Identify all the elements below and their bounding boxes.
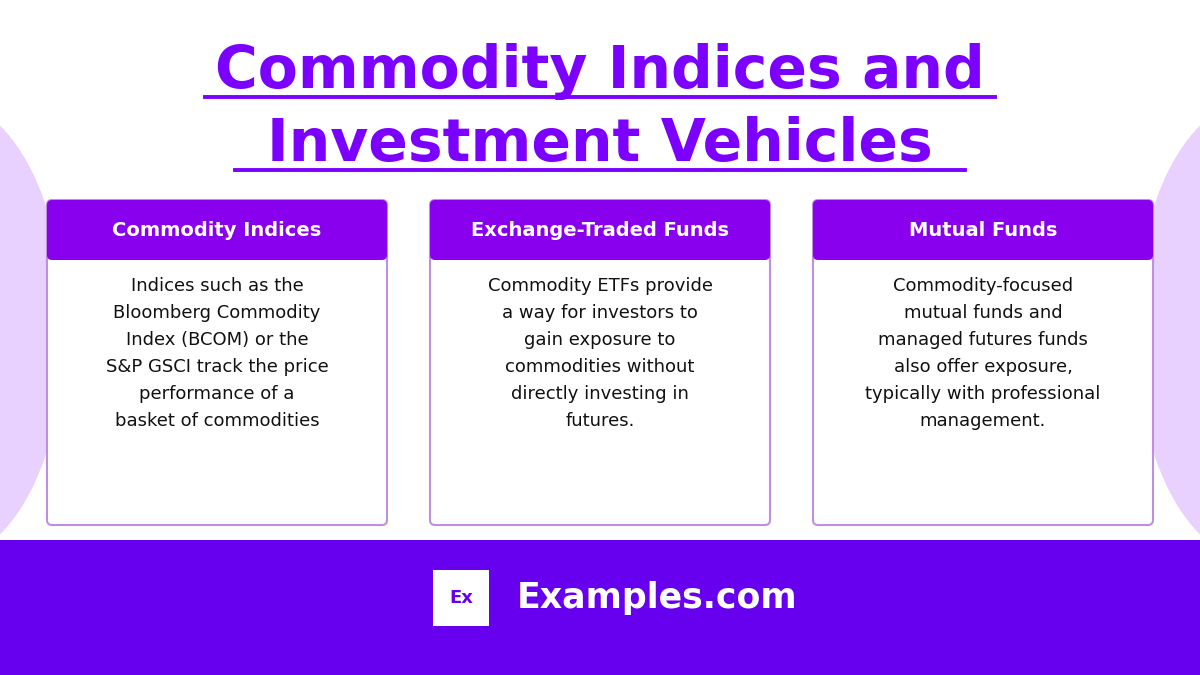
Text: Commodity-focused
mutual funds and
managed futures funds
also offer exposure,
ty: Commodity-focused mutual funds and manag…	[865, 277, 1100, 431]
Text: Ex: Ex	[449, 589, 473, 607]
FancyBboxPatch shape	[430, 200, 770, 260]
Text: Commodity Indices and: Commodity Indices and	[215, 43, 985, 101]
Text: Examples.com: Examples.com	[517, 581, 797, 615]
Text: Investment Vehicles: Investment Vehicles	[268, 117, 932, 173]
FancyBboxPatch shape	[814, 200, 1153, 525]
FancyBboxPatch shape	[433, 570, 490, 626]
FancyBboxPatch shape	[0, 540, 1200, 675]
FancyBboxPatch shape	[430, 200, 770, 525]
Text: Commodity Indices: Commodity Indices	[113, 221, 322, 240]
FancyBboxPatch shape	[814, 200, 1153, 260]
FancyBboxPatch shape	[47, 200, 386, 525]
FancyBboxPatch shape	[47, 200, 386, 260]
Ellipse shape	[0, 100, 65, 560]
Bar	[818, 245, 1148, 255]
Text: Mutual Funds: Mutual Funds	[908, 221, 1057, 240]
Text: Commodity ETFs provide
a way for investors to
gain exposure to
commodities witho: Commodity ETFs provide a way for investo…	[487, 277, 713, 431]
Text: Exchange-Traded Funds: Exchange-Traded Funds	[470, 221, 730, 240]
Text: Indices such as the
Bloomberg Commodity
Index (BCOM) or the
S&P GSCI track the p: Indices such as the Bloomberg Commodity …	[106, 277, 329, 431]
Bar	[52, 245, 382, 255]
Bar	[436, 245, 766, 255]
Ellipse shape	[1135, 100, 1200, 560]
